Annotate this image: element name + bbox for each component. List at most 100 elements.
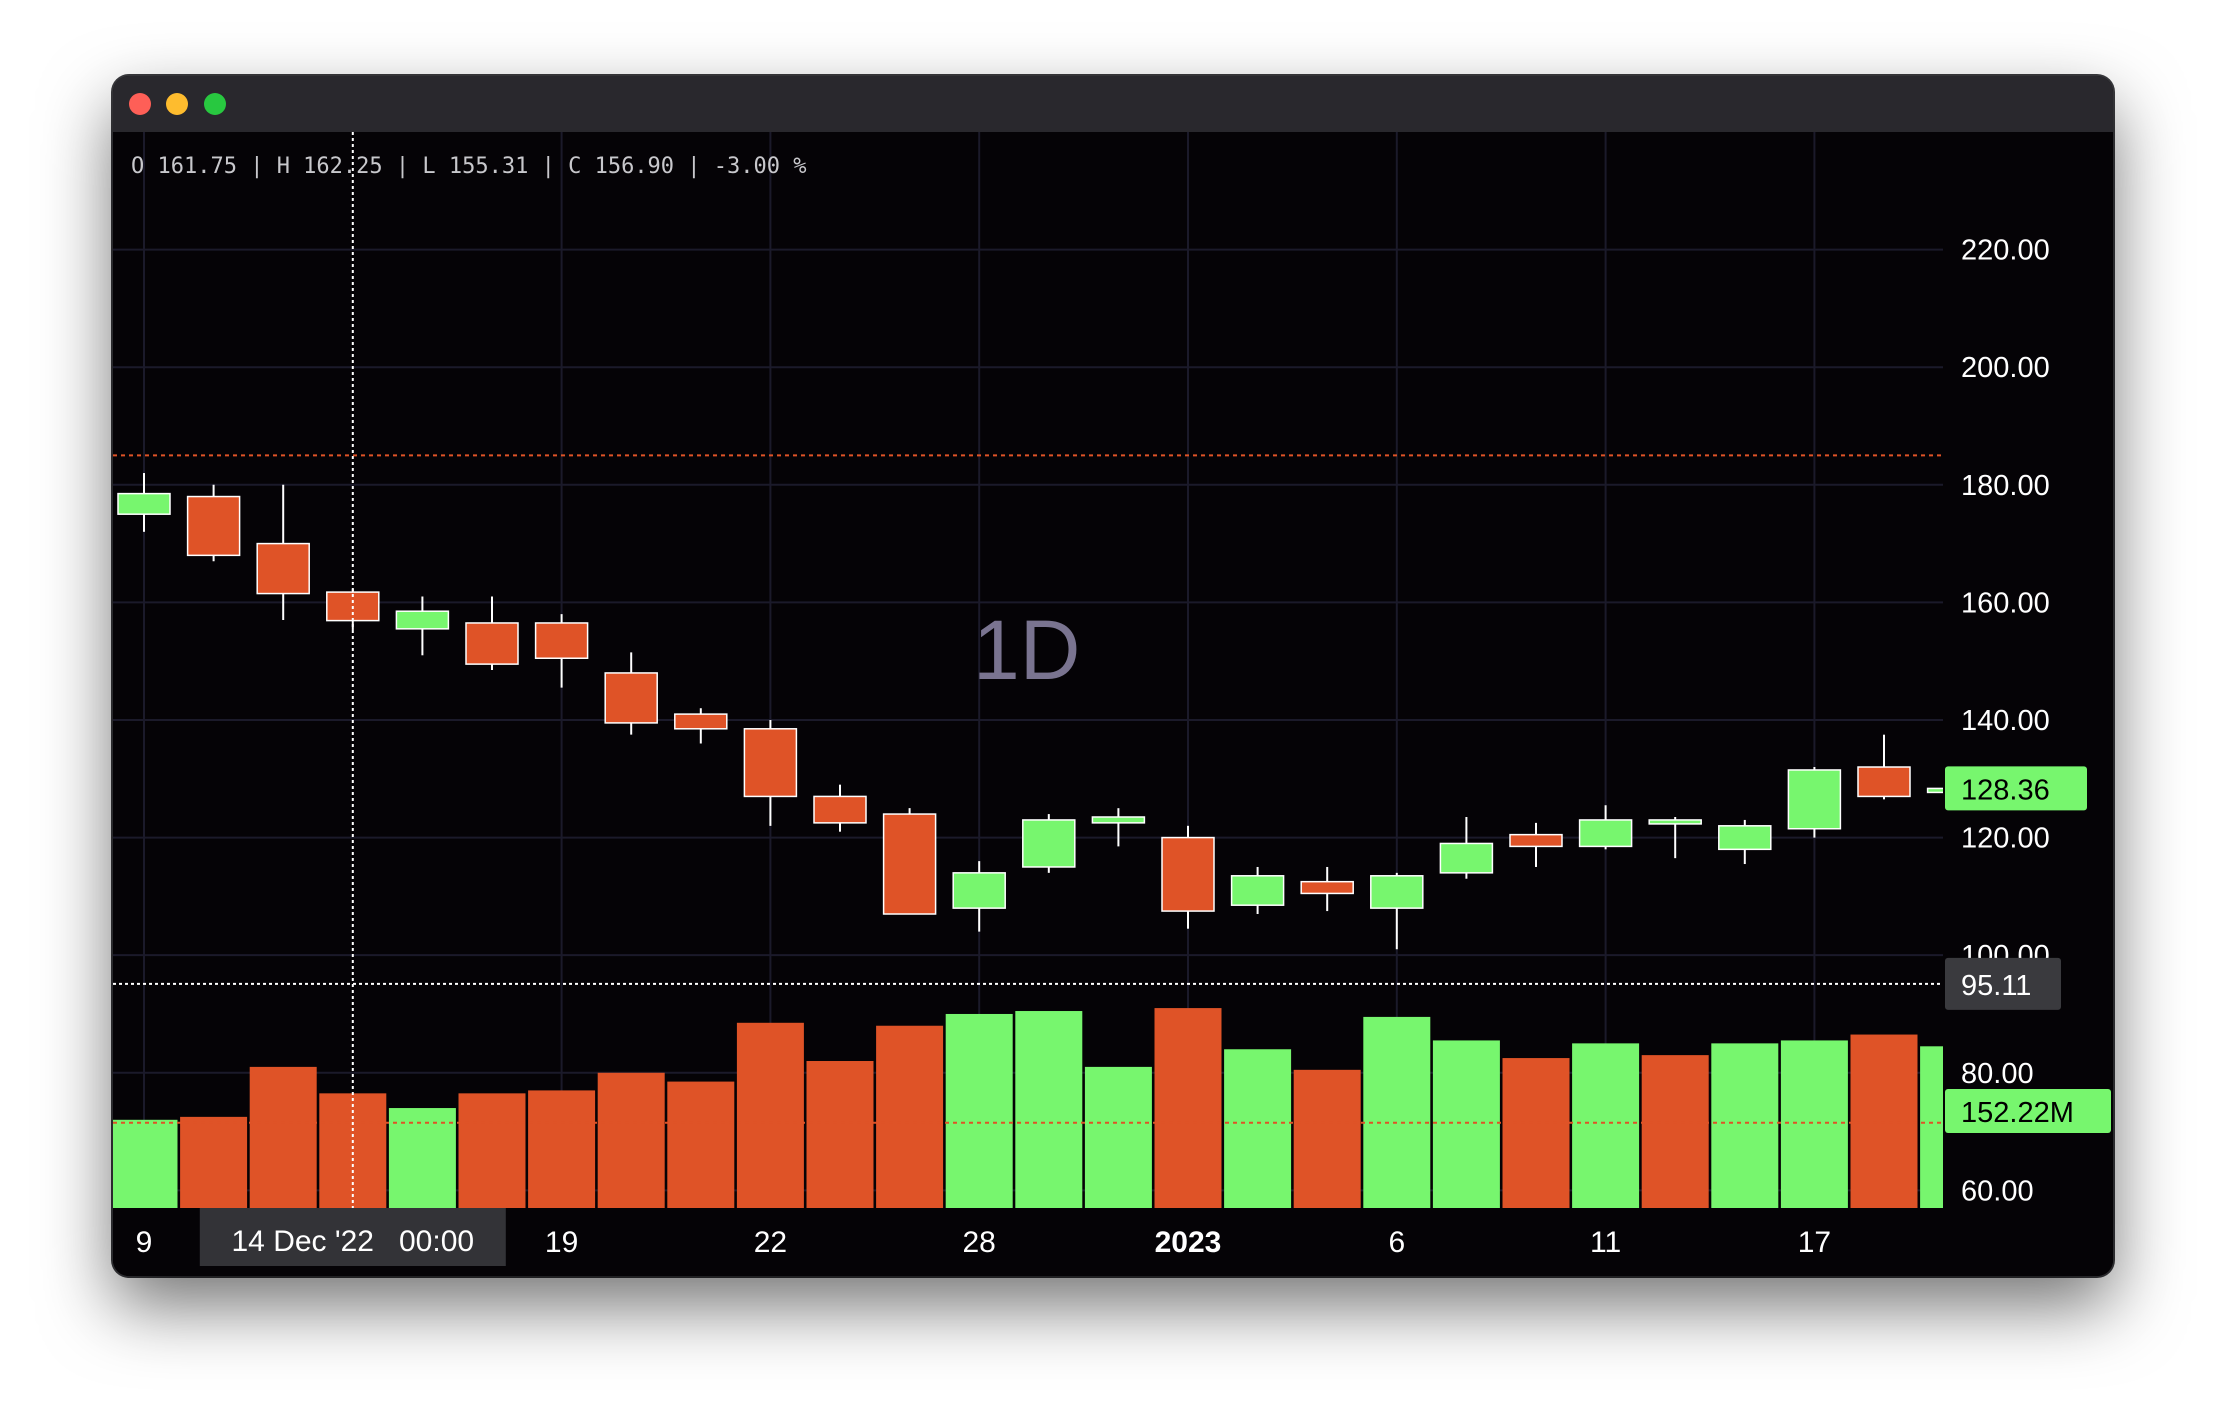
volume-bar	[667, 1081, 735, 1208]
candle-series	[117, 473, 1981, 950]
volume-bar	[1502, 1058, 1570, 1208]
time-tick-label: 28	[963, 1226, 996, 1259]
time-tick-label: 2023	[1155, 1226, 1222, 1259]
candle-body	[1787, 769, 1842, 830]
candle-body	[813, 795, 867, 824]
candle-body	[1022, 819, 1076, 868]
price-tick-label: 160.00	[1961, 587, 2050, 619]
time-tick-label: 17	[1798, 1226, 1831, 1259]
crosshair-time-label-bg	[199, 1208, 506, 1266]
candle	[1648, 816, 1702, 859]
volume-bar	[1780, 1040, 1848, 1208]
ohlc-legend: O 161.75 | H 162.25 | L 155.31 | C 156.9…	[131, 154, 807, 179]
candle-body	[465, 622, 519, 665]
candle	[256, 484, 310, 621]
candle	[1787, 767, 1842, 838]
volume-bar	[1641, 1055, 1709, 1208]
volume-bar	[1432, 1040, 1500, 1208]
volume-bar	[1293, 1069, 1361, 1208]
volume-bar	[1572, 1043, 1640, 1208]
candle-body	[256, 542, 310, 595]
volume-series	[113, 1008, 1943, 1208]
volume-bar	[388, 1108, 456, 1208]
volume-bar	[806, 1061, 874, 1208]
volume-bar	[1850, 1034, 1918, 1208]
volume-bar	[736, 1022, 804, 1208]
price-tick-label: 180.00	[1961, 470, 2050, 502]
chart-pane[interactable]: 220.00 200.00 180.00 160.00 140.00 120.00 100.…	[113, 132, 2113, 1276]
last-price-label: 128.36	[1961, 774, 2050, 806]
candle-body	[674, 713, 728, 730]
volume-bar	[1084, 1066, 1152, 1208]
candle	[604, 652, 658, 735]
time-tick-label: 6	[1388, 1226, 1405, 1259]
volume-bar	[249, 1066, 317, 1208]
candlestick-chart[interactable]: 220.00200.00180.00160.00140.00120.00100.…	[113, 132, 2113, 1276]
last-volume-label: 152.22M	[1961, 1097, 2074, 1129]
close-window-button[interactable]	[129, 93, 151, 115]
candle	[674, 708, 728, 744]
app-window: 220.00 200.00 180.00 160.00 140.00 120.00 100.…	[113, 76, 2113, 1276]
candle-body	[743, 728, 798, 798]
volume-bar	[180, 1116, 248, 1208]
price-scale	[1943, 132, 2113, 1208]
candle-body	[1161, 836, 1215, 912]
volume-bar	[1015, 1011, 1083, 1208]
candle-body	[1091, 816, 1146, 824]
volume-bar	[1363, 1016, 1431, 1208]
price-tick-label: 60.00	[1961, 1175, 2034, 1207]
minimize-window-button[interactable]	[166, 93, 188, 115]
last-volume-label-bg	[1945, 1089, 2111, 1133]
volume-bar	[528, 1090, 596, 1208]
title-bar	[113, 76, 2113, 132]
candle-body	[186, 495, 241, 557]
candle	[1161, 825, 1215, 929]
candle	[534, 614, 589, 688]
candle-body	[1509, 833, 1563, 848]
volume-bar	[113, 1119, 178, 1208]
candle-body	[1370, 875, 1424, 909]
candle-body	[534, 622, 589, 659]
candle-body	[1439, 842, 1494, 874]
candle	[1718, 819, 1772, 865]
candle-body	[1718, 825, 1772, 851]
candle	[1370, 872, 1424, 950]
candle-body	[882, 813, 937, 915]
time-tick-label: 11	[1590, 1226, 1621, 1259]
candle	[743, 719, 798, 826]
candle	[1230, 866, 1285, 915]
crosshair-time-label: 14 Dec '22 00:00	[232, 1225, 475, 1258]
volume-bar	[1154, 1008, 1222, 1208]
candle	[1022, 814, 1076, 873]
candle	[465, 596, 519, 670]
volume-bar	[876, 1025, 944, 1208]
zoom-window-button[interactable]	[204, 93, 226, 115]
candle-body	[1300, 880, 1354, 895]
time-tick-label: 9	[136, 1226, 153, 1259]
candle	[952, 861, 1006, 932]
crosshair-price-label-bg	[1945, 957, 2061, 1010]
time-tick-label: 22	[754, 1226, 787, 1259]
candle-body	[395, 610, 450, 630]
candle-body	[1578, 819, 1633, 848]
candle	[1578, 805, 1633, 850]
candle	[1509, 822, 1563, 867]
volume-bar	[945, 1013, 1013, 1208]
candle-body	[117, 492, 171, 515]
price-tick-label: 220.00	[1961, 235, 2050, 267]
candle	[186, 484, 241, 562]
price-tick-label: 140.00	[1961, 705, 2050, 737]
volume-bar	[1920, 1046, 1943, 1208]
candle-body	[952, 872, 1006, 909]
candle	[1857, 734, 1911, 800]
price-tick-label: 120.00	[1961, 823, 2050, 855]
candle	[1300, 866, 1354, 912]
candle	[813, 784, 867, 832]
candle-body	[1857, 766, 1911, 798]
candle	[395, 596, 450, 656]
candle-body	[1648, 819, 1702, 825]
candle-body	[1230, 875, 1285, 906]
volume-bar	[597, 1072, 665, 1208]
candle	[882, 808, 937, 915]
volume-bar	[458, 1093, 526, 1208]
